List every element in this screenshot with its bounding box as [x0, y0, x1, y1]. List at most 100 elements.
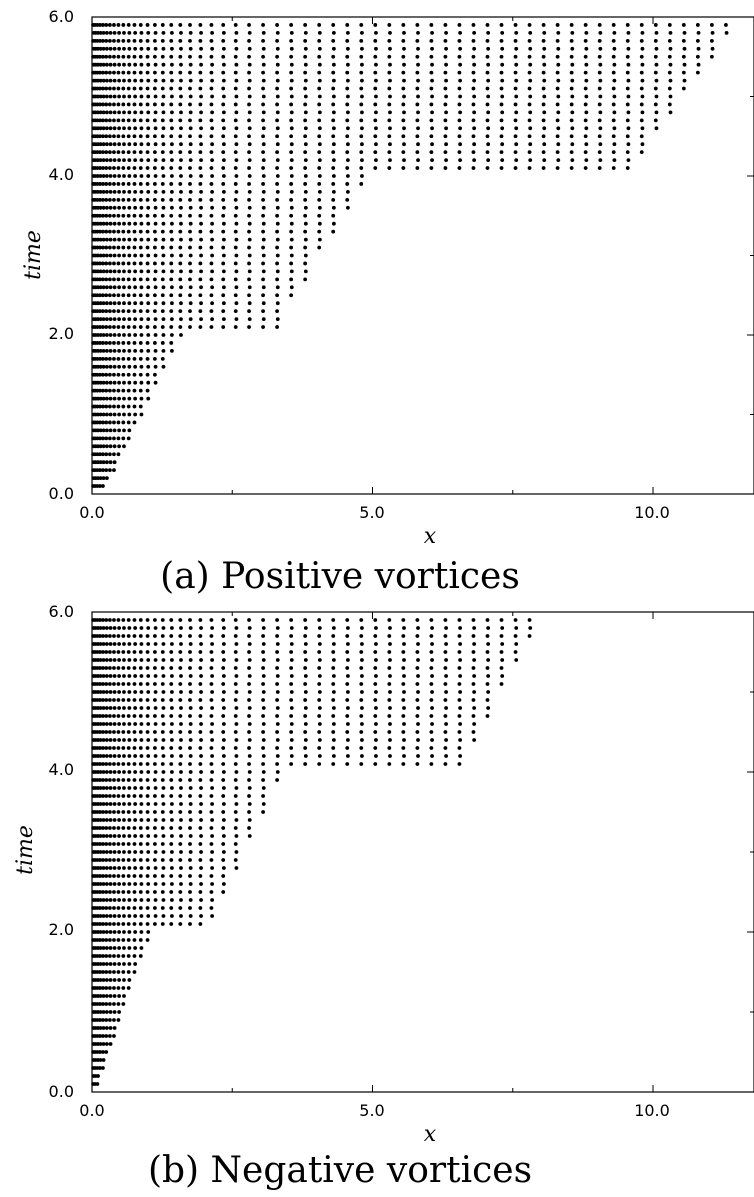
scatter-point — [153, 914, 158, 918]
scatter-point — [161, 914, 166, 918]
scatter-point — [457, 650, 462, 654]
scatter-point — [429, 682, 434, 686]
scatter-point — [104, 190, 109, 194]
scatter-point — [112, 31, 117, 35]
scatter-point — [199, 754, 203, 758]
scatter-point — [112, 706, 117, 710]
scatter-point — [116, 150, 121, 155]
scatter-point — [527, 118, 532, 123]
scatter-point — [153, 364, 158, 369]
scatter-point — [555, 118, 560, 123]
scatter-point — [345, 118, 350, 123]
scatter-point — [359, 618, 364, 622]
scatter-point — [169, 23, 174, 27]
scatter-point — [261, 786, 266, 790]
scatter-point — [95, 714, 100, 718]
scatter-point — [101, 666, 105, 670]
scatter-point — [179, 914, 183, 918]
scatter-point — [443, 134, 448, 139]
scatter-point — [199, 190, 203, 194]
scatter-point — [303, 205, 308, 210]
scatter-point — [668, 46, 673, 51]
scatter-point — [112, 866, 117, 870]
scatter-point — [289, 118, 294, 123]
scatter-point — [346, 94, 350, 99]
scatter-point — [145, 118, 150, 123]
scatter-point — [169, 293, 174, 298]
scatter-point — [117, 396, 121, 401]
scatter-point — [584, 94, 589, 99]
scatter-point — [199, 786, 203, 790]
scatter-point — [317, 205, 322, 210]
scatter-point — [179, 190, 183, 194]
scatter-point — [374, 642, 378, 646]
scatter-point — [121, 778, 126, 782]
scatter-point — [101, 930, 106, 934]
scatter-point — [160, 618, 165, 622]
scatter-point — [127, 126, 132, 131]
scatter-point — [121, 842, 126, 846]
scatter-point — [117, 882, 121, 886]
scatter-point — [360, 674, 364, 678]
scatter-points — [91, 23, 729, 488]
scatter-point — [247, 746, 251, 750]
scatter-point — [485, 102, 490, 107]
scatter-point — [209, 325, 214, 329]
scatter-point — [133, 317, 138, 321]
scatter-point — [95, 420, 100, 425]
scatter-point — [331, 86, 336, 91]
scatter-point — [126, 213, 131, 218]
scatter-point — [133, 626, 138, 630]
scatter-point — [160, 698, 165, 702]
scatter-point — [234, 738, 239, 742]
scatter-point — [96, 914, 100, 918]
scatter-point — [221, 818, 226, 822]
scatter-point — [104, 714, 109, 718]
scatter-point — [112, 826, 116, 830]
scatter-point — [210, 818, 215, 822]
scatter-point — [429, 54, 434, 59]
scatter-point — [98, 94, 103, 99]
scatter-point — [127, 205, 132, 210]
scatter-point — [117, 706, 121, 710]
scatter-point — [199, 78, 203, 83]
scatter-point — [317, 730, 322, 734]
scatter-point — [221, 674, 226, 678]
scatter-point — [198, 906, 203, 910]
scatter-point — [121, 922, 126, 926]
scatter-point — [472, 94, 477, 99]
x-tick-label: 5.0 — [359, 503, 384, 522]
scatter-point — [126, 197, 131, 202]
scatter-point — [221, 166, 226, 170]
scatter-point — [210, 722, 215, 726]
scatter-point — [101, 826, 105, 830]
scatter-point — [138, 150, 143, 155]
scatter-point — [188, 842, 192, 846]
scatter-point — [188, 618, 192, 622]
scatter-point — [126, 698, 131, 702]
scatter-point — [221, 142, 226, 147]
scatter-point — [132, 778, 137, 782]
scatter-point — [104, 46, 109, 51]
scatter-point — [95, 906, 100, 910]
scatter-point — [188, 134, 192, 139]
scatter-point — [116, 714, 121, 718]
scatter-point — [126, 436, 131, 441]
scatter-point — [261, 325, 265, 329]
scatter-point — [95, 341, 100, 345]
scatter-point — [233, 102, 238, 107]
scatter-point — [96, 898, 100, 902]
scatter-point — [152, 356, 157, 361]
scatter-point — [112, 277, 116, 282]
scatter-point — [289, 213, 294, 218]
scatter-point — [221, 46, 226, 51]
scatter-point — [170, 802, 174, 806]
scatter-point — [161, 626, 166, 630]
scatter-point — [121, 938, 126, 942]
scatter-point — [458, 94, 463, 99]
scatter-point — [122, 174, 126, 178]
scatter-point — [101, 962, 106, 966]
scatter-point — [443, 150, 448, 155]
scatter-point — [303, 150, 308, 155]
scatter-point — [138, 309, 143, 314]
